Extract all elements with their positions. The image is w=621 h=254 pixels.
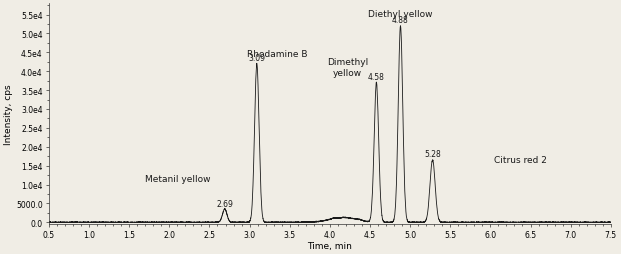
Text: Rhodamine B: Rhodamine B [247, 50, 308, 59]
Text: Dimethyl
yellow: Dimethyl yellow [327, 58, 368, 77]
X-axis label: Time, min: Time, min [307, 241, 352, 250]
Text: Citrus red 2: Citrus red 2 [494, 156, 547, 165]
Text: Diethyl yellow: Diethyl yellow [368, 10, 433, 19]
Text: 2.69: 2.69 [216, 199, 233, 208]
Text: 4.58: 4.58 [368, 73, 385, 82]
Text: 5.28: 5.28 [424, 150, 441, 159]
Text: Metanil yellow: Metanil yellow [145, 174, 210, 183]
Text: 4.88: 4.88 [392, 16, 409, 25]
Y-axis label: Intensity, cps: Intensity, cps [4, 84, 13, 145]
Text: 3.09: 3.09 [248, 54, 265, 63]
